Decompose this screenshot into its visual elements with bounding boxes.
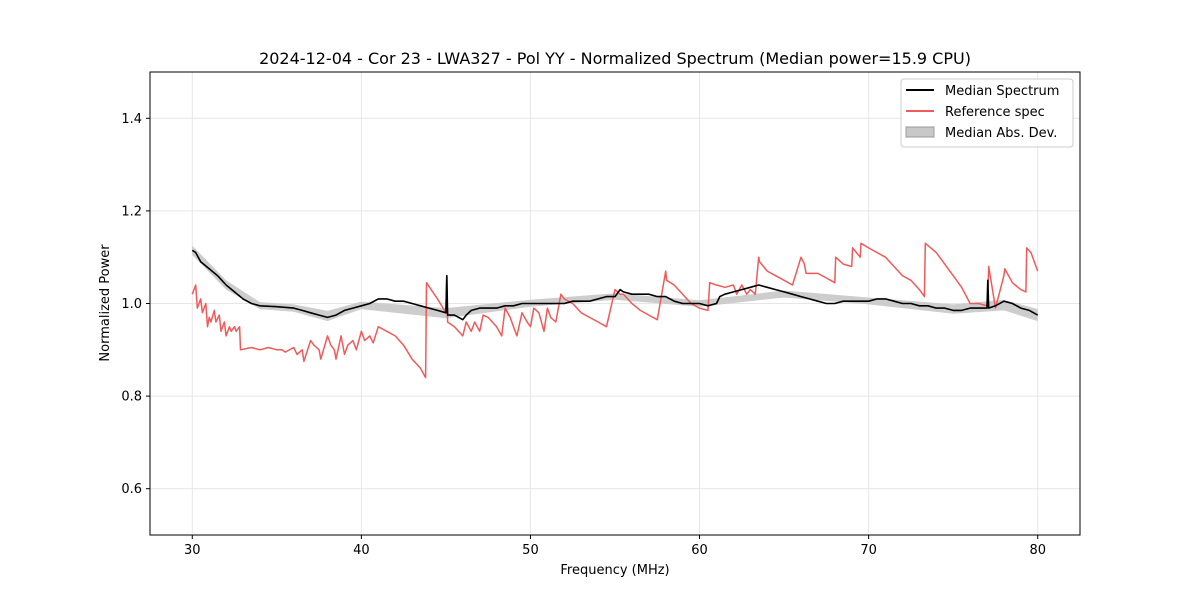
y-axis-label: Normalized Power [98, 244, 113, 362]
series-reference-spec [191, 242, 1039, 379]
legend: Median Spectrum Reference spec Median Ab… [900, 78, 1074, 148]
mad-band-layer [192, 245, 1038, 322]
y-tick-label: 0.8 [121, 390, 142, 405]
x-tick-label: 80 [1029, 543, 1046, 558]
series-median-spectrum [191, 249, 1039, 321]
legend-label-reference: Reference spec [945, 105, 1045, 120]
legend-mad-patch-swatch [905, 126, 935, 138]
x-tick-label: 50 [522, 543, 539, 558]
x-axis-label: Frequency (MHz) [560, 563, 669, 578]
y-tick-label: 1.4 [121, 112, 142, 127]
x-tick-label: 70 [860, 543, 877, 558]
x-tick-label: 30 [184, 543, 201, 558]
x-axis-ticks: 30 40 50 60 70 80 [184, 535, 1046, 558]
x-tick-label: 60 [691, 543, 708, 558]
y-axis-ticks: 0.6 0.8 1.0 1.2 1.4 [121, 112, 150, 497]
legend-label-median: Median Spectrum [945, 84, 1059, 99]
legend-box [900, 78, 1074, 148]
legend-label-mad: Median Abs. Dev. [945, 126, 1057, 141]
y-tick-label: 1.2 [121, 204, 142, 219]
y-tick-label: 1.0 [121, 297, 142, 312]
series-layer [191, 242, 1039, 379]
series-mad-band [192, 245, 1038, 322]
x-tick-label: 40 [353, 543, 370, 558]
chart-title: 2024-12-04 - Cor 23 - LWA327 - Pol YY - … [259, 49, 971, 68]
y-tick-label: 0.6 [121, 482, 142, 497]
